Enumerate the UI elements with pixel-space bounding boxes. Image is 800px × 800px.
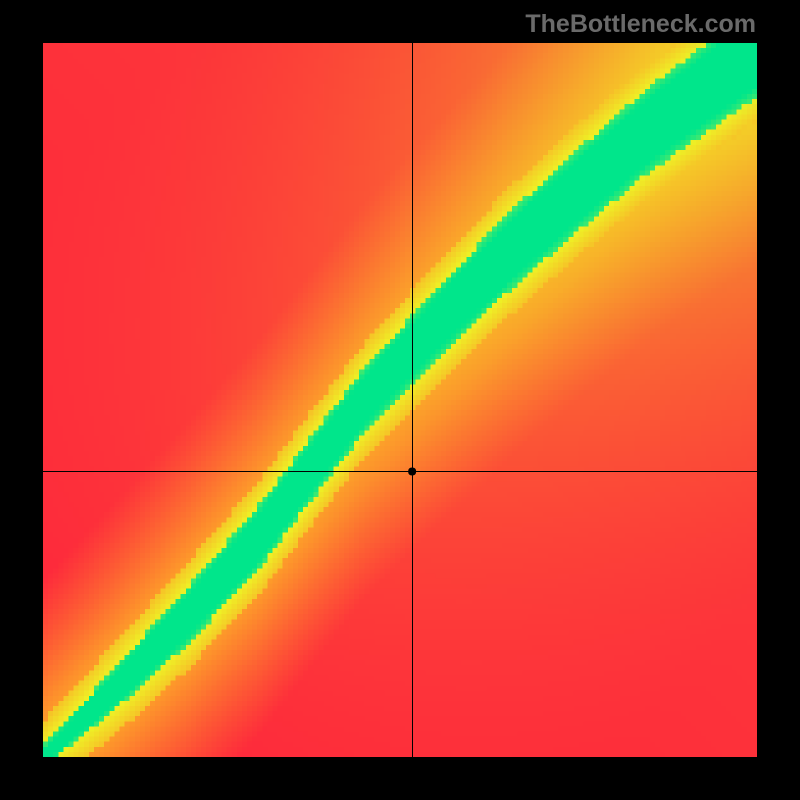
crosshair-overlay xyxy=(43,43,757,757)
chart-container: TheBottleneck.com xyxy=(0,0,800,800)
watermark-text: TheBottleneck.com xyxy=(525,10,756,39)
